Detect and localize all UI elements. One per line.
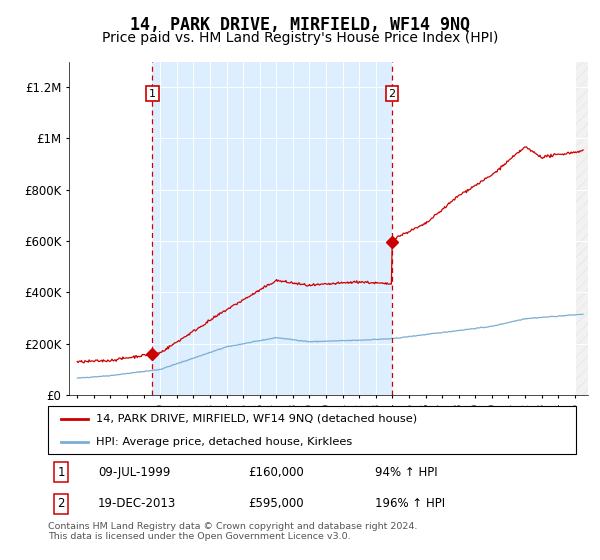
Text: Price paid vs. HM Land Registry's House Price Index (HPI): Price paid vs. HM Land Registry's House …	[102, 31, 498, 45]
Text: 2: 2	[388, 88, 395, 99]
Text: 14, PARK DRIVE, MIRFIELD, WF14 9NQ (detached house): 14, PARK DRIVE, MIRFIELD, WF14 9NQ (deta…	[95, 414, 416, 424]
Text: 19-DEC-2013: 19-DEC-2013	[98, 497, 176, 510]
Text: 1: 1	[149, 88, 156, 99]
Text: 2: 2	[58, 497, 65, 510]
Text: £160,000: £160,000	[248, 465, 304, 479]
Text: 09-JUL-1999: 09-JUL-1999	[98, 465, 170, 479]
Text: 196% ↑ HPI: 196% ↑ HPI	[376, 497, 445, 510]
Text: 14, PARK DRIVE, MIRFIELD, WF14 9NQ: 14, PARK DRIVE, MIRFIELD, WF14 9NQ	[130, 16, 470, 34]
Text: Contains HM Land Registry data © Crown copyright and database right 2024.
This d: Contains HM Land Registry data © Crown c…	[48, 522, 418, 542]
Text: 94% ↑ HPI: 94% ↑ HPI	[376, 465, 438, 479]
Text: 1: 1	[58, 465, 65, 479]
Bar	[152, 62, 392, 395]
FancyBboxPatch shape	[48, 406, 576, 454]
Text: £595,000: £595,000	[248, 497, 304, 510]
Text: HPI: Average price, detached house, Kirklees: HPI: Average price, detached house, Kirk…	[95, 437, 352, 447]
